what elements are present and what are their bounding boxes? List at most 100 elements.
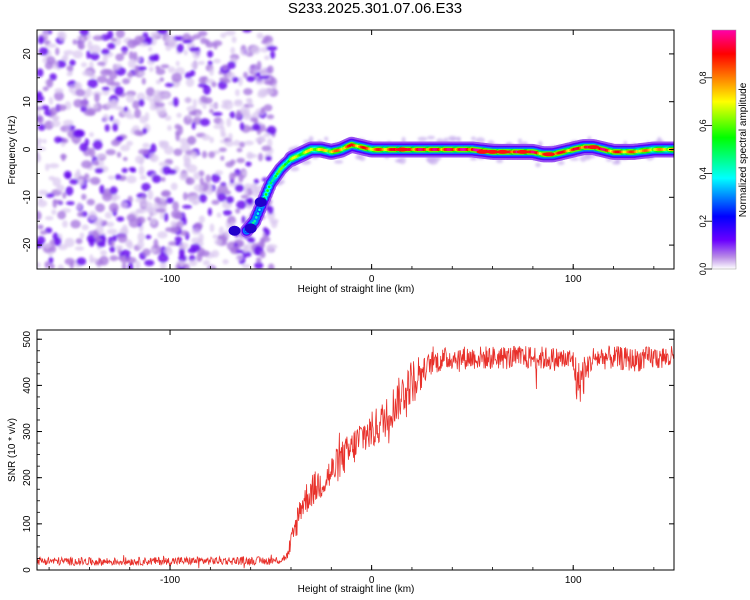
noise-blob: [215, 170, 223, 176]
noise-blob: [184, 263, 190, 269]
noise-blob: [176, 112, 182, 118]
noise-blob: [226, 196, 234, 204]
x-tick-label: -100: [160, 575, 180, 586]
noise-blob: [72, 129, 84, 138]
noise-blob: [66, 201, 75, 206]
noise-blob: [165, 227, 175, 233]
noise-blob: [262, 88, 274, 95]
noise-blob: [218, 226, 224, 236]
noise-blob: [209, 223, 215, 233]
noise-blob: [170, 220, 178, 228]
ridge-halo-blob: [470, 136, 476, 141]
noise-blob: [121, 167, 128, 174]
snr-x-axis-label: Height of straight line (km): [298, 584, 415, 595]
noise-blob: [218, 147, 227, 153]
noise-blob: [230, 47, 236, 55]
noise-blob: [46, 43, 57, 48]
noise-blob: [134, 65, 139, 75]
noise-blob: [179, 138, 189, 145]
noise-blob: [37, 138, 43, 144]
noise-blob: [116, 216, 125, 222]
noise-blob: [111, 196, 117, 202]
noise-blob: [49, 73, 57, 81]
noise-blob: [212, 111, 223, 117]
noise-blob: [179, 242, 189, 250]
noise-blob: [147, 216, 152, 221]
noise-blob: [234, 184, 245, 192]
noise-blob: [173, 148, 183, 156]
colorbar-tick-label: 0.4: [698, 167, 708, 180]
noise-blob: [265, 244, 274, 253]
noise-blob: [236, 157, 245, 164]
ridge-peak: [543, 152, 556, 157]
noise-blob: [107, 30, 114, 40]
noise-blob: [267, 65, 274, 74]
noise-blob: [217, 184, 229, 194]
noise-blob: [83, 109, 95, 116]
ridge-halo-blob: [324, 136, 329, 141]
colorbar-label: Normalized spectral amplitude: [738, 82, 749, 217]
noise-blob: [191, 121, 196, 130]
noise-blob: [89, 254, 94, 264]
noise-blob: [61, 153, 66, 162]
noise-blob: [52, 115, 60, 121]
ridge-cell: [280, 166, 284, 169]
noise-blob: [68, 84, 74, 94]
noise-blob: [45, 193, 55, 198]
noise-blob: [61, 138, 69, 144]
noise-blob: [104, 124, 110, 132]
noise-blob: [176, 43, 184, 53]
noise-blob: [266, 45, 278, 51]
x-tick-label: 0: [369, 575, 375, 586]
y-tick-label: 20: [22, 48, 33, 60]
noise-blob: [127, 39, 137, 49]
noise-blob: [65, 124, 71, 133]
ridge-halo-blob: [457, 136, 462, 142]
noise-blob: [256, 60, 262, 71]
noise-blob: [152, 89, 163, 100]
noise-blob: [247, 237, 255, 244]
noise-blob: [134, 108, 142, 119]
noise-blob: [105, 149, 116, 156]
noise-blob: [196, 253, 203, 262]
noise-blob: [233, 100, 244, 107]
noise-blob: [73, 99, 84, 108]
noise-blob: [198, 215, 205, 224]
noise-blob: [205, 174, 211, 183]
noise-blob: [236, 147, 243, 153]
noise-blob: [182, 39, 193, 44]
noise-blob: [156, 106, 167, 116]
noise-blob: [193, 184, 204, 192]
heatmap-noise-layer: [37, 30, 670, 269]
noise-blob: [133, 51, 138, 61]
noise-blob: [197, 83, 208, 88]
noise-blob: [258, 153, 263, 162]
noise-blob: [62, 192, 67, 199]
colorbar-frame: [711, 29, 737, 270]
ridge-halo-blob: [535, 162, 541, 168]
noise-blob: [37, 224, 44, 230]
noise-blob: [199, 193, 207, 203]
noise-blob: [150, 247, 157, 254]
noise-blob: [190, 243, 201, 252]
heatmap-x-ticks: -100 0 100: [48, 30, 655, 285]
noise-blob: [187, 135, 197, 145]
noise-blob: [192, 116, 202, 125]
noise-blob: [75, 89, 86, 97]
noise-blob: [52, 177, 61, 187]
noise-blob: [104, 211, 112, 219]
noise-blob: [150, 143, 157, 154]
noise-blob: [107, 42, 116, 50]
ridge-start-blob: [254, 197, 267, 208]
noise-blob: [88, 210, 97, 221]
ridge-halo-blob: [447, 135, 457, 142]
noise-blob: [192, 49, 201, 60]
colorbar-tick-label: 0.2: [698, 215, 708, 228]
noise-blob: [254, 262, 264, 269]
y-tick-label: 400: [22, 377, 33, 394]
noise-blob: [141, 182, 151, 192]
colorbar: 0.0 0.2 0.4 0.6 0.8 Normalized spectral ampl…: [698, 29, 749, 275]
noise-blob: [76, 202, 82, 210]
noise-blob: [224, 140, 234, 147]
